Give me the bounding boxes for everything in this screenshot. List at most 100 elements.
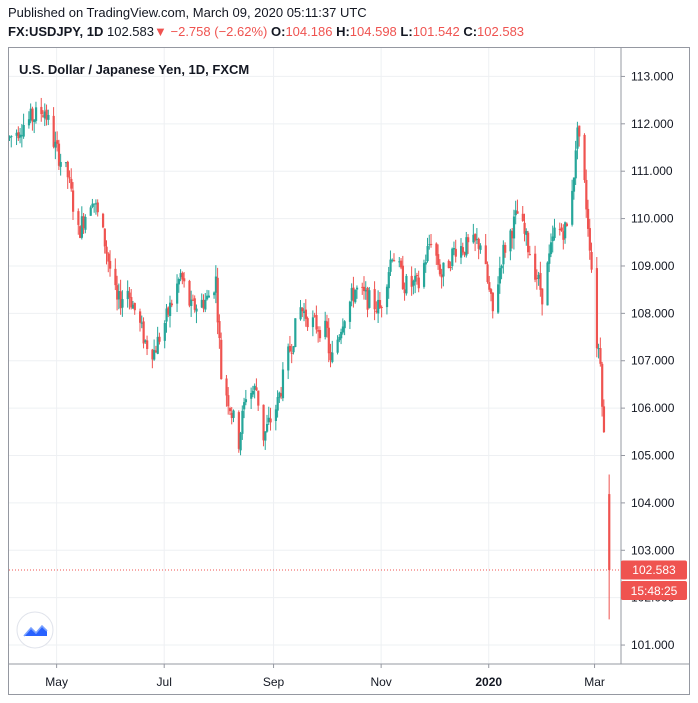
candle-body <box>324 320 327 337</box>
candle-body <box>299 307 302 320</box>
candle-body <box>109 260 112 269</box>
candle-body <box>318 330 322 339</box>
candle-body <box>121 299 124 308</box>
candle-body <box>64 162 68 164</box>
candle-body <box>29 108 32 121</box>
candle-body <box>424 262 427 265</box>
candle-body <box>167 307 170 315</box>
candle-body <box>375 310 378 313</box>
candle-body <box>385 286 389 308</box>
candle-body <box>190 299 193 307</box>
candle-body <box>17 132 20 139</box>
candle-body <box>537 274 540 279</box>
candle-body <box>253 385 256 390</box>
open-value: 104.186 <box>285 24 333 39</box>
low-label: L: <box>400 24 413 39</box>
candle-body <box>363 286 366 292</box>
time-tick-label: Mar <box>584 675 605 689</box>
candle-body <box>435 243 438 256</box>
candle-body <box>116 285 119 300</box>
candle-body <box>154 350 158 353</box>
down-arrow-icon: ▼ <box>154 24 167 39</box>
price-tick-label: 109.000 <box>631 259 675 273</box>
time-axis[interactable]: May Jul Sep Nov 2020 Mar <box>9 663 689 689</box>
candle-body <box>523 222 526 234</box>
price-tick-label: 103.000 <box>631 543 675 557</box>
low-value: 101.542 <box>412 24 460 39</box>
candle-body <box>472 234 475 243</box>
symbol-label: FX:USDJPY, 1D <box>8 24 104 39</box>
candle-body <box>288 345 292 352</box>
candle-body <box>140 322 143 324</box>
candle-body <box>156 336 159 354</box>
price-tick-label: 105.000 <box>631 449 675 463</box>
candle-body <box>588 228 591 251</box>
candle-body <box>131 304 135 309</box>
candle-body <box>232 410 235 418</box>
candle-body <box>452 248 456 250</box>
candle-body <box>71 190 75 212</box>
grid-lines <box>9 48 621 664</box>
candle-body <box>509 230 512 252</box>
candle-body <box>597 348 600 350</box>
candle-body <box>325 321 329 328</box>
candle-body <box>527 232 530 253</box>
candle-body <box>368 290 371 308</box>
price-tick-label: 106.000 <box>631 401 675 415</box>
candle-body <box>77 211 80 225</box>
candle-body <box>243 402 246 410</box>
candle-body <box>454 248 457 257</box>
price-tick-label: 113.000 <box>631 69 674 83</box>
candle-body <box>564 222 567 239</box>
candle-body <box>484 245 487 265</box>
candle-body <box>437 254 440 265</box>
candle-body <box>311 317 315 328</box>
candle-body <box>511 231 514 239</box>
chart-frame[interactable]: 113.000 112.000 111.000 110.000 109.000 108.0… <box>8 47 690 695</box>
candle-body <box>389 259 392 272</box>
candle-body <box>442 262 445 277</box>
candle-body <box>31 108 34 122</box>
candle-body <box>126 290 129 300</box>
candle-body <box>500 265 503 269</box>
candle-body <box>608 494 611 571</box>
candle-body <box>179 273 182 278</box>
candle-body <box>354 290 357 303</box>
candle-body <box>475 238 479 240</box>
candle-body <box>262 404 265 441</box>
price-chart[interactable]: 113.000 112.000 111.000 110.000 109.000 108.0… <box>9 48 689 694</box>
candle-body <box>528 254 531 256</box>
candle-body <box>294 318 297 347</box>
candle-body <box>228 408 232 412</box>
candle-body <box>474 233 477 241</box>
candle-body <box>415 275 419 277</box>
candle-body <box>398 261 401 263</box>
chart-title: U.S. Dollar / Japanese Yen, 1D, FXCM <box>19 62 249 77</box>
candle-body <box>560 227 563 231</box>
candle-body <box>153 350 156 360</box>
candle-body <box>430 243 433 245</box>
candle-body <box>315 314 318 330</box>
last-price-tag-label: 102.583 <box>632 563 676 577</box>
candle-body <box>317 329 320 332</box>
candle-body <box>9 136 11 139</box>
candle-body <box>338 336 341 341</box>
candle-body <box>204 299 207 310</box>
price-tick-label: 110.000 <box>631 212 674 226</box>
candle-body <box>380 306 383 308</box>
candle-body <box>66 161 69 178</box>
candle-body <box>133 302 136 311</box>
candle-body <box>80 216 84 238</box>
tradingview-logo-icon[interactable] <box>16 611 54 649</box>
candle-body <box>426 246 429 262</box>
candle-body <box>216 277 219 323</box>
candle-body <box>27 119 31 126</box>
candle-body <box>281 369 285 399</box>
candle-body <box>22 125 25 137</box>
price-axis[interactable]: 113.000 112.000 111.000 110.000 109.000 108.0… <box>620 48 675 664</box>
price-tick-label: 107.000 <box>631 354 675 368</box>
candle-body <box>486 264 489 283</box>
candle-body <box>20 135 24 137</box>
published-text: Published on TradingView.com, March 09, … <box>8 5 367 20</box>
candle-body <box>327 327 330 354</box>
